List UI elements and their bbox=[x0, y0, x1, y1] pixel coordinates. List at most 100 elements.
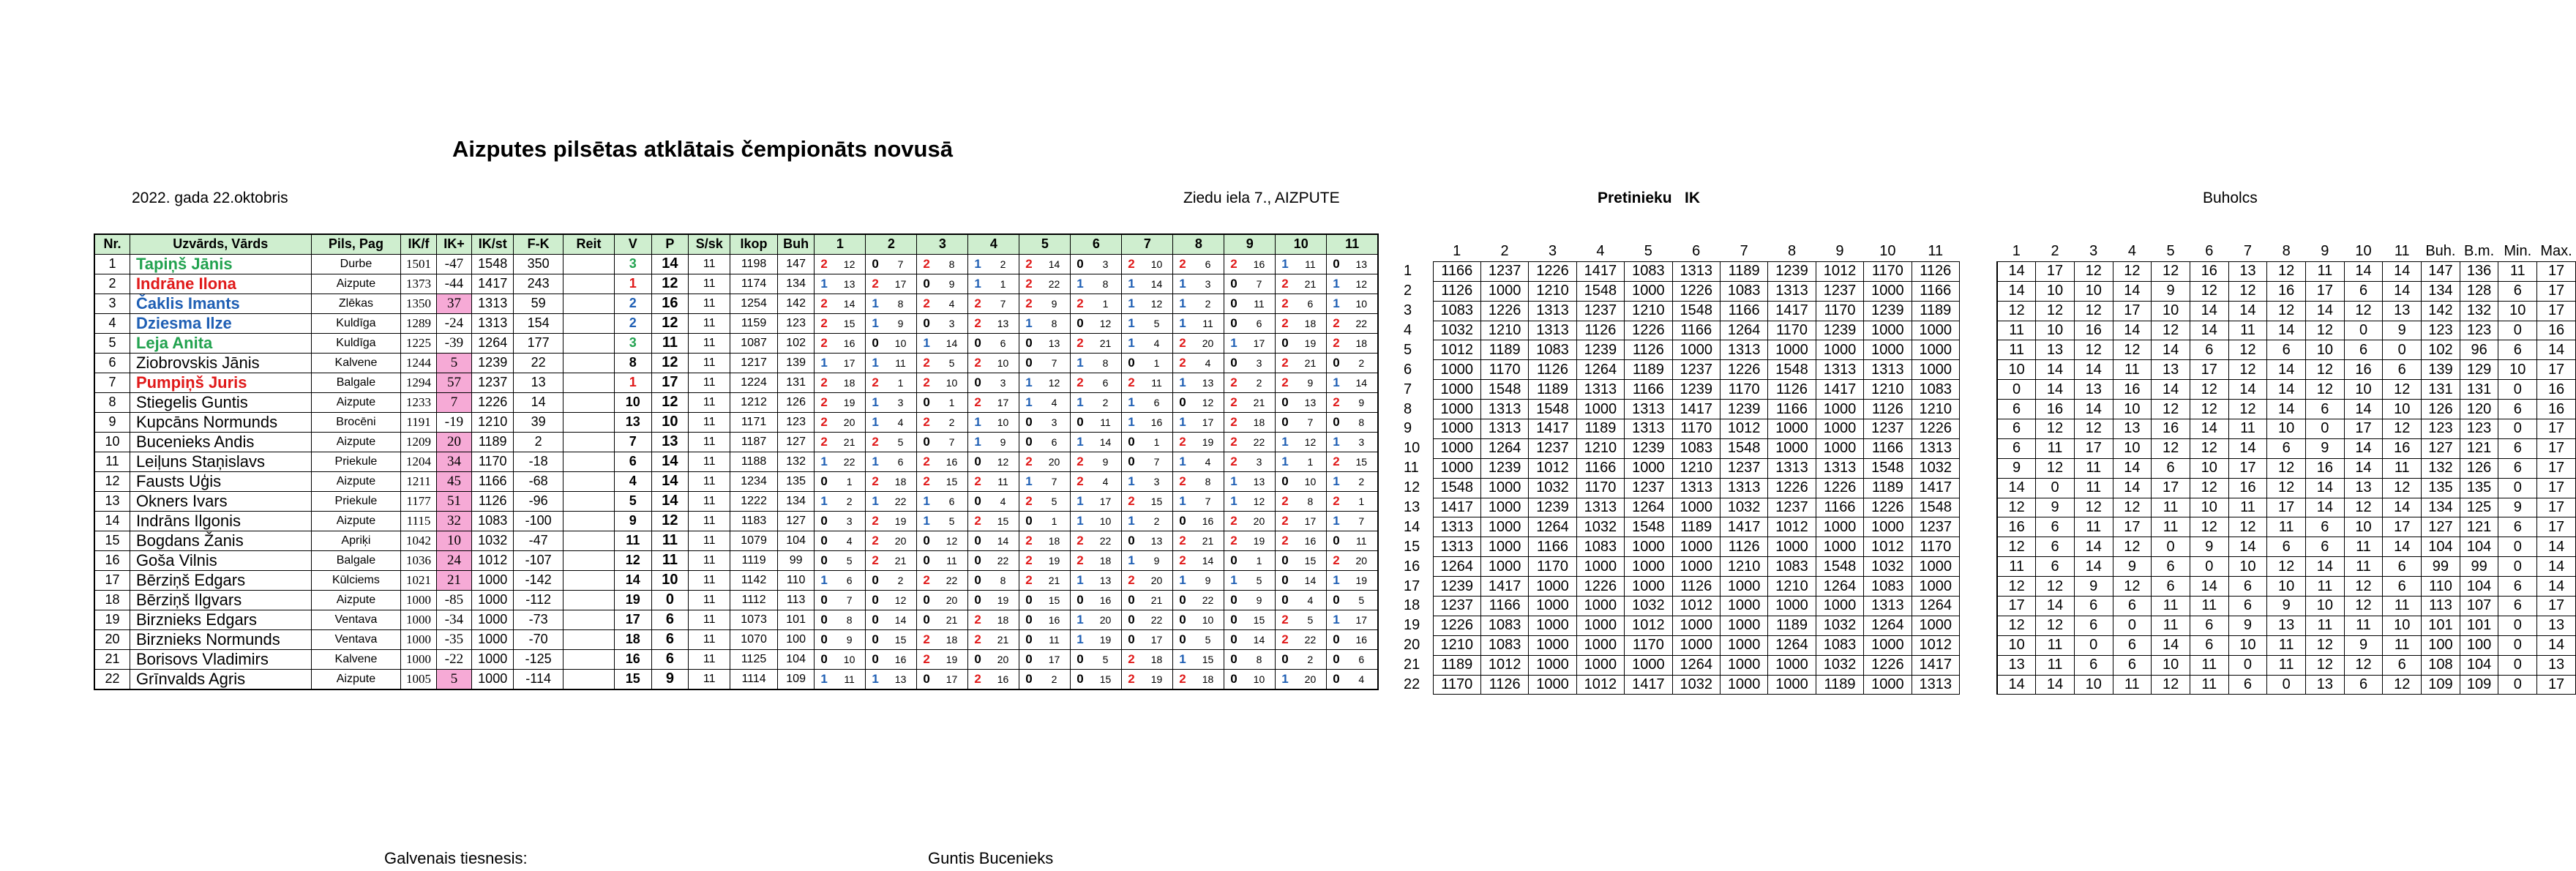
player-city: Kalvene bbox=[310, 648, 402, 670]
game-score: 2 bbox=[967, 668, 987, 690]
player-f-k: -107 bbox=[513, 550, 564, 571]
game-opponent: 13 bbox=[1038, 332, 1071, 354]
buh-value: 0 bbox=[2498, 419, 2538, 439]
opp-rating: 1313 bbox=[1480, 399, 1530, 420]
player-points: 6 bbox=[651, 629, 689, 650]
buh-value: 12 bbox=[2305, 654, 2345, 676]
game-score: 1 bbox=[814, 352, 834, 373]
buh-value: 14 bbox=[1996, 477, 2037, 498]
game-score: 1 bbox=[916, 510, 936, 531]
game-opponent: 22 bbox=[1140, 609, 1174, 630]
buh-value: 6 bbox=[2189, 615, 2229, 636]
buh-value: 127 bbox=[2421, 438, 2460, 459]
player-ik-plus: 21 bbox=[435, 569, 473, 591]
game-score: 1 bbox=[1070, 609, 1090, 630]
game-opponent: 8 bbox=[1345, 411, 1379, 433]
player-points: 14 bbox=[651, 253, 689, 274]
game-score: 1 bbox=[1326, 609, 1346, 630]
player-buholcs: 113 bbox=[776, 589, 815, 610]
opp-rating: 1313 bbox=[1815, 457, 1865, 479]
buh-value: 11 bbox=[2382, 457, 2422, 479]
game-score: 2 bbox=[916, 471, 936, 492]
buh-value: 11 bbox=[2305, 261, 2345, 282]
buh-value: 6 bbox=[2228, 596, 2268, 616]
game-score: 2 bbox=[967, 313, 987, 334]
player-ik-plus: 7 bbox=[435, 392, 473, 413]
game-score: 0 bbox=[916, 668, 936, 690]
opp-rating: 1226 bbox=[1719, 359, 1769, 381]
game-score: 2 bbox=[1172, 668, 1192, 690]
game-score: 2 bbox=[1275, 629, 1295, 650]
buh-value: 13 bbox=[2305, 674, 2345, 695]
buh-value: 17 bbox=[2536, 477, 2576, 498]
game-opponent: 3 bbox=[1243, 451, 1276, 472]
opp-rating: 1313 bbox=[1576, 379, 1625, 400]
buh-value: 17 bbox=[2266, 497, 2306, 518]
buh-value: 12 bbox=[1996, 497, 2037, 518]
game-opponent: 5 bbox=[935, 352, 969, 373]
buh-value: 14 bbox=[2189, 576, 2229, 597]
opp-row: 9 1000 1313 1417 1189 1313 1170 1012 1000 1000 123… bbox=[1404, 419, 1961, 439]
player-ik-st: 1417 bbox=[471, 273, 514, 294]
player-row: 6 Ziobrovskis Jānis Kalvene 1244 5 1239 22 8 12 1… bbox=[94, 352, 1379, 373]
game-score: 0 bbox=[1275, 648, 1295, 670]
game-opponent: 10 bbox=[935, 372, 969, 393]
player-ik-f: 1501 bbox=[400, 253, 437, 274]
player-ik-plus: 57 bbox=[435, 372, 473, 393]
header-s-sk: S/sk bbox=[688, 233, 731, 255]
game-opponent: 22 bbox=[1243, 431, 1276, 452]
buh-value: 17 bbox=[1996, 596, 2037, 616]
game-score: 1 bbox=[1070, 629, 1090, 650]
player-row: 7 Pumpiņš Juris Balgale 1294 57 1237 13 1 17 11 12… bbox=[94, 372, 1379, 393]
buh-value: 16 bbox=[2343, 359, 2384, 381]
player-place: 16 bbox=[614, 648, 652, 670]
game-opponent: 11 bbox=[1089, 411, 1123, 433]
buh-value: 14 bbox=[2035, 674, 2075, 695]
game-opponent: 11 bbox=[833, 668, 866, 690]
buh-value: 12 bbox=[2266, 261, 2306, 282]
player-f-k: -96 bbox=[513, 490, 564, 512]
opp-rating: 1239 bbox=[1767, 261, 1816, 282]
game-opponent: 6 bbox=[1191, 253, 1225, 274]
game-opponent: 19 bbox=[833, 392, 866, 413]
game-score: 0 bbox=[1070, 253, 1090, 274]
game-opponent: 13 bbox=[1089, 569, 1123, 591]
game-score: 0 bbox=[1172, 589, 1192, 610]
buh-value: 17 bbox=[2536, 674, 2576, 695]
game-opponent: 9 bbox=[884, 313, 918, 334]
opp-row-number: 20 bbox=[1404, 637, 1420, 654]
buh-value: 136 bbox=[2459, 261, 2499, 282]
game-opponent: 2 bbox=[986, 253, 1020, 274]
buh-value: 123 bbox=[2459, 320, 2499, 341]
player-ik-st: 1313 bbox=[471, 313, 514, 334]
player-reit bbox=[563, 668, 615, 690]
game-score: 2 bbox=[1019, 530, 1038, 551]
game-opponent: 5 bbox=[1089, 648, 1123, 670]
opp-rating: 1032 bbox=[1576, 517, 1625, 538]
opp-rating: 1170 bbox=[1911, 537, 1961, 558]
opp-rating: 1170 bbox=[1719, 379, 1769, 400]
buh-row: 6 12 12 13 16 14 11 10 0 17 12 123 123 0 17 bbox=[1996, 419, 2576, 439]
buh-value: 11 bbox=[2112, 359, 2152, 381]
buh-value: 17 bbox=[2073, 438, 2113, 459]
player-name: Leja Anita bbox=[129, 332, 312, 354]
buh-value: 6 bbox=[2035, 537, 2075, 558]
buh-value: 6 bbox=[2151, 457, 2190, 479]
page-title: Aizputes pilsētas atklātais čempionāts n… bbox=[452, 136, 953, 162]
player-points: 12 bbox=[651, 392, 689, 413]
player-ik-f: 1294 bbox=[400, 372, 437, 393]
buh-value: 134 bbox=[2421, 280, 2460, 302]
game-opponent: 9 bbox=[1294, 372, 1328, 393]
buh-value: 10 bbox=[2151, 654, 2190, 676]
game-opponent: 21 bbox=[1140, 589, 1174, 610]
buh-value: 0 bbox=[2498, 556, 2538, 577]
game-score: 2 bbox=[1224, 530, 1243, 551]
player-number: 5 bbox=[94, 332, 130, 354]
buh-value: 14 bbox=[2536, 340, 2576, 361]
opp-rating: 1264 bbox=[1480, 438, 1530, 459]
opp-rating: 1237 bbox=[1576, 300, 1625, 321]
game-score: 2 bbox=[1275, 372, 1295, 393]
game-score: 0 bbox=[814, 589, 834, 610]
buh-value: 14 bbox=[2343, 438, 2384, 459]
opp-rating: 1000 bbox=[1480, 280, 1530, 302]
